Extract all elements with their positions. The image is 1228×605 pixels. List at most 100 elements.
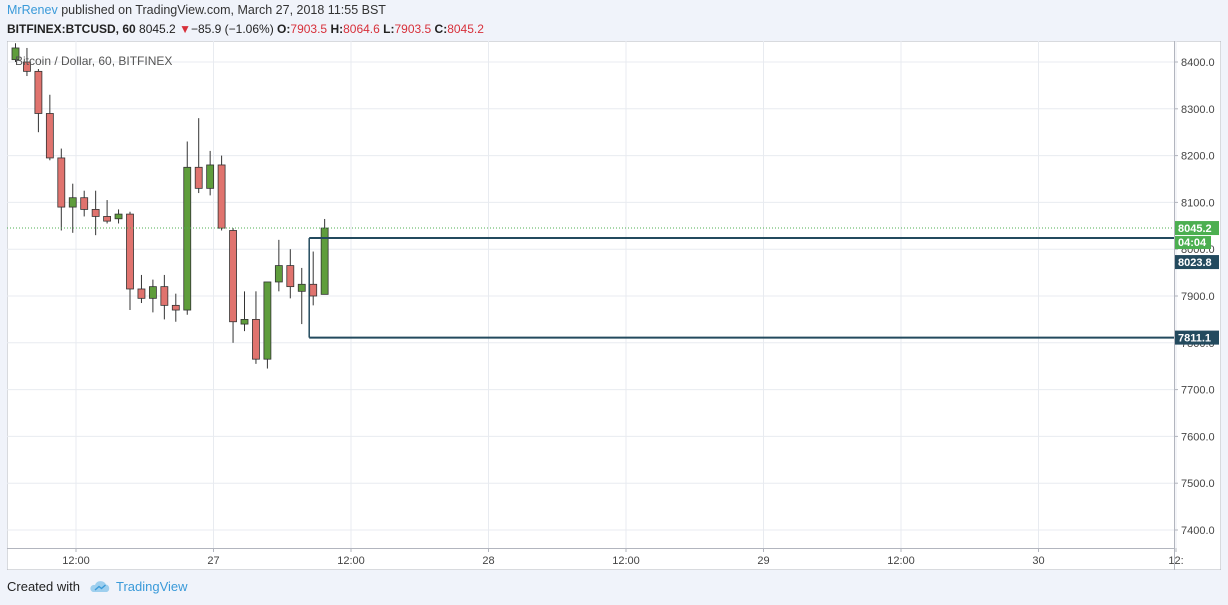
last-price: 8045.2 bbox=[139, 22, 176, 36]
candle-up bbox=[274, 239, 283, 292]
candle-down bbox=[217, 155, 226, 231]
candle-body bbox=[137, 288, 146, 299]
close-label: C: bbox=[434, 22, 448, 36]
candle-body bbox=[11, 47, 20, 61]
candle-body bbox=[194, 166, 203, 189]
candle-body bbox=[45, 113, 54, 159]
candle-down bbox=[137, 274, 146, 304]
candle-down bbox=[286, 249, 295, 299]
candle-body bbox=[23, 61, 31, 72]
down-arrow-icon: ▼ bbox=[179, 22, 191, 36]
open-label: O: bbox=[277, 22, 291, 36]
range-bottom-label-bg bbox=[1175, 330, 1219, 345]
close-value: 8045.2 bbox=[447, 22, 484, 36]
bar-countdown-label-bg bbox=[1175, 236, 1211, 250]
candle-body bbox=[103, 216, 111, 222]
symbol-label: BITFINEX:BTCUSD, 60 bbox=[7, 22, 136, 36]
time-tick-label: 29 bbox=[757, 555, 769, 567]
price-tick-label: 8400.0 bbox=[1181, 57, 1215, 69]
candle-up bbox=[206, 150, 215, 196]
candle-down bbox=[91, 190, 100, 236]
high-value: 8064.6 bbox=[343, 22, 380, 36]
time-tick-label: 30 bbox=[1032, 555, 1044, 567]
time-axis[interactable]: 12:00 27 12:00 28 12:00 29 12:00 30 12: bbox=[62, 548, 1184, 567]
candle-body bbox=[114, 213, 123, 220]
bar-countdown-label: 04:04 bbox=[1178, 237, 1207, 249]
price-tick-label: 7700.0 bbox=[1181, 385, 1215, 397]
candle-up bbox=[68, 183, 77, 233]
candle-up bbox=[11, 43, 20, 62]
candle-body bbox=[229, 230, 237, 323]
published-text: published on TradingView.com, March 27, … bbox=[57, 3, 386, 17]
candle-up bbox=[148, 279, 157, 313]
candle-body bbox=[297, 283, 306, 292]
candle-up bbox=[297, 267, 306, 325]
candle-down bbox=[171, 293, 180, 322]
created-with-text: Created with bbox=[7, 579, 80, 594]
current-price-label: 8045.2 bbox=[1178, 223, 1212, 235]
candle-body bbox=[252, 318, 260, 360]
candle-down bbox=[45, 94, 54, 161]
candle-down bbox=[80, 190, 89, 217]
candle-down bbox=[57, 148, 66, 231]
candle-body bbox=[320, 227, 329, 295]
candle-body bbox=[57, 157, 66, 208]
chart-title: Bitcoin / Dollar, 60, BITFINEX bbox=[15, 54, 172, 68]
candle-body bbox=[126, 213, 134, 290]
time-tick-label: 12:00 bbox=[612, 555, 640, 567]
tradingview-link[interactable]: TradingView bbox=[115, 579, 188, 594]
overlays: 8045.2 04:04 8023.8 7811.1 bbox=[7, 221, 1219, 345]
price-tick-label: 7400.0 bbox=[1181, 525, 1215, 537]
price-tick-label: 8300.0 bbox=[1181, 104, 1215, 116]
tradingview-cloud-icon bbox=[90, 580, 110, 592]
candle-down bbox=[229, 228, 237, 343]
price-tick-label: 8100.0 bbox=[1181, 197, 1215, 209]
candle-body bbox=[171, 304, 180, 311]
candle-body bbox=[309, 283, 318, 297]
candle-body bbox=[68, 197, 77, 208]
candle-down bbox=[160, 274, 169, 320]
candle-up bbox=[114, 209, 123, 224]
price-tick-label: 7500.0 bbox=[1181, 478, 1215, 490]
time-tick-label: 27 bbox=[207, 555, 219, 567]
author-link[interactable]: MrRenev bbox=[7, 3, 58, 17]
candle-up bbox=[320, 218, 329, 295]
range-top-label-bg bbox=[1175, 255, 1219, 270]
price-change: −85.9 (−1.06%) bbox=[190, 22, 274, 36]
price-tick-label: 7600.0 bbox=[1181, 431, 1215, 443]
open-value: 7903.5 bbox=[290, 22, 328, 36]
price-chart[interactable]: 8400.08300.08200.08100.08000.07900.07800… bbox=[7, 41, 1221, 570]
chart-grid bbox=[7, 41, 1177, 548]
price-tick-label: 8200.0 bbox=[1181, 151, 1215, 163]
low-value: 7903.5 bbox=[394, 22, 432, 36]
candles bbox=[11, 43, 329, 369]
footer: Created with TradingView bbox=[7, 579, 188, 594]
candle-body bbox=[286, 265, 295, 288]
candle-body bbox=[183, 166, 192, 311]
candle-body bbox=[240, 318, 249, 325]
candle-body bbox=[80, 197, 89, 210]
candle-down bbox=[34, 69, 43, 133]
candle-body bbox=[34, 70, 43, 114]
candle-down bbox=[103, 200, 111, 224]
time-tick-label: 12:00 bbox=[887, 555, 915, 567]
range-top-label: 8023.8 bbox=[1178, 257, 1212, 269]
candle-up bbox=[263, 281, 272, 369]
publish-info: MrRenev published on TradingView.com, Ma… bbox=[7, 3, 386, 17]
chart-background bbox=[7, 41, 1221, 570]
candle-body bbox=[148, 286, 157, 299]
time-tick-label: 12: bbox=[1168, 555, 1183, 567]
candle-up bbox=[240, 291, 249, 332]
candle-body bbox=[91, 209, 100, 217]
candle-body bbox=[217, 164, 226, 229]
candle-down bbox=[23, 47, 31, 77]
time-tick-label: 28 bbox=[482, 555, 494, 567]
range-bottom-label: 7811.1 bbox=[1178, 333, 1211, 345]
price-axis[interactable]: 8400.08300.08200.08100.08000.07900.07800… bbox=[1174, 57, 1215, 537]
candle-body bbox=[206, 164, 215, 189]
price-tick-label: 7900.0 bbox=[1181, 291, 1215, 303]
high-label: H: bbox=[330, 22, 344, 36]
candle-body bbox=[160, 286, 169, 306]
ohlc-header: BITFINEX:BTCUSD, 60 8045.2 ▼−85.9 (−1.06… bbox=[7, 22, 484, 36]
current-price-label-bg bbox=[1175, 221, 1219, 236]
